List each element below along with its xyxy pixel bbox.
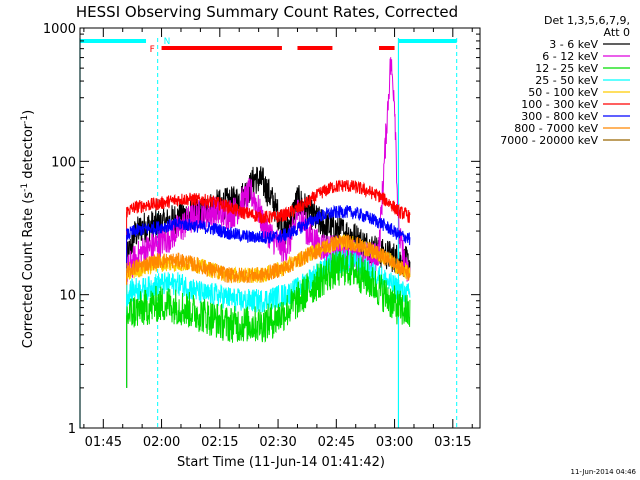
legend-label: 50 - 100 keV	[528, 86, 598, 99]
y-axis-label-sup1: -1	[20, 183, 30, 192]
x-tick-label: 03:00	[376, 435, 413, 450]
x-tick-label: 03:15	[434, 435, 471, 450]
legend-header: Det 1,3,5,6,7,9,	[544, 14, 630, 27]
x-tick-label: 02:15	[201, 435, 238, 450]
y-tick-label: 1	[68, 422, 76, 437]
legend-label: 300 - 800 keV	[521, 110, 598, 123]
flag-letter: N	[164, 37, 171, 47]
y-axis-label-mid: detector	[21, 123, 36, 183]
chart-title: HESSI Observing Summary Count Rates, Cor…	[76, 3, 458, 21]
y-axis-label: Corrected Count Rate (s-1 detector-1)	[20, 110, 36, 348]
y-tick-label: 1000	[43, 22, 76, 37]
y-tick-label: 10	[59, 289, 76, 304]
legend-label: 800 - 7000 keV	[514, 122, 598, 135]
y-axis-label-end: )	[21, 110, 36, 115]
x-tick-label: 02:45	[318, 435, 355, 450]
x-tick-label: 02:00	[143, 435, 180, 450]
legend-label: 3 - 6 keV	[549, 38, 598, 51]
timestamp: 11-Jun-2014 04:46	[571, 468, 637, 476]
series-line	[126, 204, 411, 246]
legend-label: 100 - 300 keV	[521, 98, 598, 111]
legend-label: 7000 - 20000 keV	[500, 134, 598, 147]
x-tick-label: 02:30	[259, 435, 296, 450]
plot-frame	[79, 27, 481, 429]
flag-letter: F	[150, 45, 155, 55]
series-line	[126, 234, 411, 284]
x-tick-label: 01:45	[85, 435, 122, 450]
legend-label: 6 - 12 keV	[542, 50, 598, 63]
y-axis-label-sup2: -1	[20, 115, 30, 124]
y-tick-label: 100	[51, 155, 76, 170]
series-line	[126, 250, 411, 343]
plot-area: FN 1 10 100 1000 01:45 02:00 02:15 02:30 02:45 03:…	[43, 22, 481, 450]
legend-header: Att 0	[604, 26, 630, 39]
y-axis-label-main: Corrected Count Rate (s	[21, 192, 36, 349]
series-line	[126, 234, 411, 284]
legend-label: 12 - 25 keV	[535, 62, 598, 75]
series-line	[126, 179, 411, 225]
legend-label: 25 - 50 keV	[535, 74, 598, 87]
x-axis-label: Start Time (11-Jun-14 01:41:42)	[177, 455, 385, 470]
